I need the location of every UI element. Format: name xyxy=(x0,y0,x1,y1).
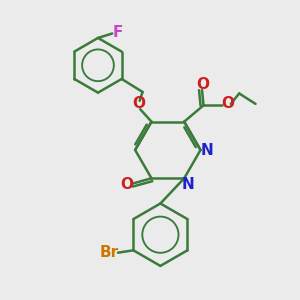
Text: F: F xyxy=(112,26,123,40)
Text: O: O xyxy=(132,96,145,111)
Text: N: N xyxy=(201,142,213,158)
Text: N: N xyxy=(182,177,194,192)
Text: O: O xyxy=(120,177,133,192)
Text: O: O xyxy=(221,96,234,111)
Text: O: O xyxy=(196,77,209,92)
Text: Br: Br xyxy=(100,245,119,260)
